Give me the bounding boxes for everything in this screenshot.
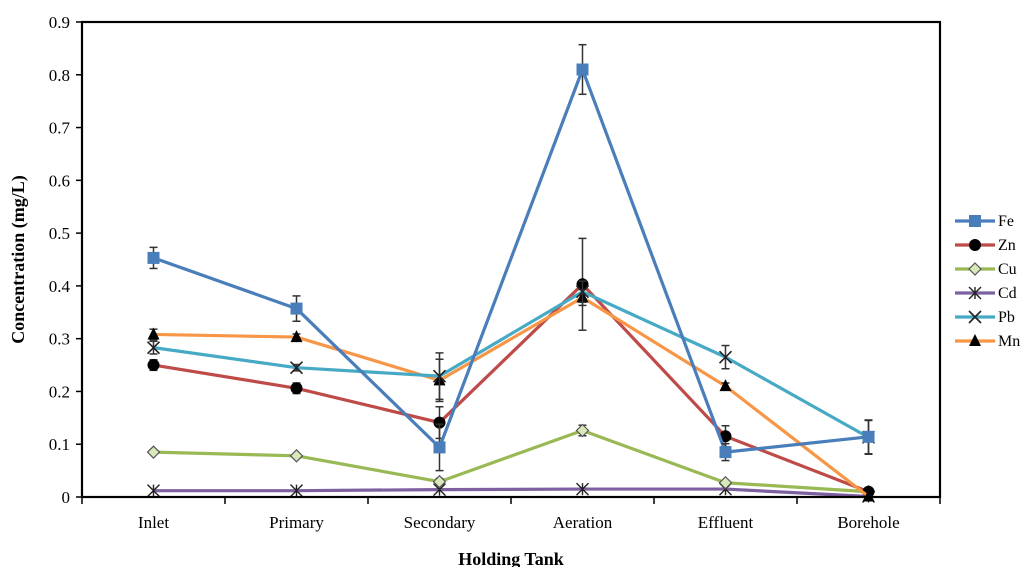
y-tick-label: 0.4	[49, 277, 71, 296]
series-layer	[146, 43, 876, 503]
legend-item-cd: Cd	[955, 285, 1017, 302]
y-tick-label: 0.8	[49, 66, 70, 85]
x-tick-label: Borehole	[837, 513, 899, 532]
data-point-fe	[862, 430, 875, 443]
x-tick-label: Aeration	[553, 513, 613, 532]
series-line-cu	[153, 428, 869, 494]
legend-item-fe: Fe	[955, 213, 1014, 230]
x-tick-label: Primary	[269, 513, 324, 532]
x-tick-label: Secondary	[404, 513, 476, 532]
x-tick-label: Inlet	[138, 513, 169, 532]
series-line-mn	[153, 295, 870, 498]
legend-marker-zn	[969, 239, 981, 251]
legend-label-cd: Cd	[998, 285, 1017, 302]
data-point-zn	[719, 430, 732, 443]
series-line-fe	[152, 67, 869, 454]
y-tick-label: 0.2	[49, 382, 70, 401]
data-point-cu	[718, 475, 733, 490]
series-line-cd	[153, 487, 869, 499]
series-cu	[146, 423, 876, 499]
legend-item-cu: Cu	[955, 261, 1017, 278]
series-mn	[147, 288, 875, 502]
data-point-cd	[290, 484, 303, 498]
data-point-cu	[146, 445, 161, 459]
legend-marker-pb	[968, 310, 982, 324]
legend-label-zn: Zn	[998, 237, 1016, 254]
y-tick-label: 0.7	[49, 119, 71, 138]
data-point-fe	[290, 302, 303, 315]
legend-marker-cu	[968, 262, 982, 276]
data-point-zn	[147, 359, 160, 372]
data-point-fe	[147, 251, 160, 264]
data-point-mn	[862, 489, 875, 502]
legend-marker-cd	[968, 286, 982, 300]
x-axis-ticks: Inlet Primary Secondary Aeration Effluent Bor…	[81, 497, 941, 532]
data-point-cu	[432, 474, 447, 489]
legend-item-zn: Zn	[955, 237, 1016, 254]
legend: Fe Zn Cu Cd Pb Mn	[955, 213, 1020, 350]
y-tick-label: 0.6	[49, 171, 70, 190]
legend-label-pb: Pb	[998, 309, 1015, 326]
legend-label-fe: Fe	[998, 213, 1014, 230]
data-point-mn	[719, 379, 732, 392]
x-tick-label: Effluent	[698, 513, 754, 532]
legend-label-cu: Cu	[998, 261, 1017, 278]
data-point-cd	[147, 484, 160, 498]
data-point-fe	[433, 441, 446, 454]
series-fe	[147, 43, 875, 472]
y-axis-title: Concentration (mg/L)	[8, 175, 29, 343]
series-line-zn	[153, 282, 870, 494]
data-point-cd	[576, 482, 589, 496]
legend-label-mn: Mn	[998, 333, 1020, 350]
y-tick-label: 0.5	[49, 224, 70, 243]
data-point-zn	[433, 416, 446, 429]
series-line-pb	[153, 290, 870, 439]
y-tick-label: 0.3	[49, 330, 70, 349]
data-point-fe	[576, 63, 589, 76]
y-axis-ticks: 0 0.1 0.2 0.3 0.4 0.5 0.6 0.7 0.8 0.9	[49, 13, 82, 507]
data-point-pb	[718, 350, 733, 364]
data-point-zn	[290, 382, 303, 395]
data-point-cu	[289, 448, 304, 463]
x-axis-title: Holding Tank	[458, 549, 564, 567]
data-point-fe	[719, 446, 732, 459]
data-point-pb	[289, 361, 304, 375]
legend-marker-fe	[969, 215, 981, 227]
y-tick-label: 0	[62, 488, 71, 507]
legend-item-mn: Mn	[955, 333, 1020, 350]
data-point-mn	[290, 330, 303, 343]
data-point-pb	[575, 285, 590, 299]
legend-item-pb: Pb	[955, 309, 1015, 326]
data-point-pb	[146, 341, 161, 355]
series-pb	[146, 280, 876, 455]
data-point-mn	[147, 327, 160, 340]
legend-marker-mn	[969, 334, 981, 346]
data-point-cu	[575, 423, 590, 438]
y-tick-label: 0.9	[49, 13, 70, 32]
data-point-pb	[432, 369, 447, 383]
series-zn	[147, 237, 875, 498]
y-tick-label: 0.1	[49, 435, 70, 454]
